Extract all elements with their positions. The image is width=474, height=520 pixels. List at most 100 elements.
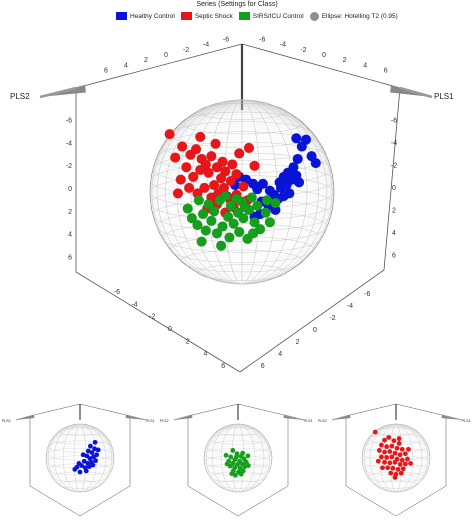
data-point: [247, 228, 259, 239]
left-tick: -4: [66, 140, 72, 147]
data-point: [211, 228, 223, 239]
data-point: [186, 212, 198, 224]
data-point: [234, 226, 245, 238]
data-point: [293, 177, 305, 188]
pls2-axis-label: PLS2: [318, 419, 327, 423]
box-edge: [237, 485, 289, 517]
left-tick: -6: [66, 117, 72, 124]
data-point: [193, 195, 205, 206]
bottom-right-tick: -2: [329, 315, 335, 322]
box-edge: [345, 403, 397, 417]
data-point: [217, 221, 228, 232]
bottom-right-tick: -6: [364, 291, 370, 298]
right-tick: -4: [391, 140, 397, 147]
box-edge: [345, 485, 397, 517]
data-point: [208, 206, 220, 217]
top-right-tick: 6: [384, 67, 388, 74]
data-point: [387, 460, 393, 466]
data-point: [224, 232, 235, 243]
sphere-outline: [45, 423, 115, 493]
data-point: [90, 462, 96, 468]
data-point: [235, 462, 240, 467]
data-point: [224, 461, 230, 467]
box-edge: [75, 43, 243, 89]
bottom-left-tick: 6: [221, 363, 225, 370]
data-point: [80, 452, 86, 458]
data-point: [195, 131, 206, 143]
data-point: [238, 471, 244, 477]
data-point: [206, 150, 217, 162]
box-edge: [187, 403, 239, 417]
main-axis-ticks: 6 4 2 0 -2 -4 -6 -6 -4 -2 0 2 4 6 -6 -4 -2 0 2 4 6 -6 -4 -2 0 2 4 6…: [66, 37, 397, 370]
sphere-latitude: [209, 433, 267, 445]
data-point: [195, 164, 206, 176]
data-point: [175, 174, 186, 185]
sphere-latitude: [170, 236, 314, 263]
data-point: [402, 461, 408, 467]
legend-item-septic-shock[interactable]: Septic Shock: [180, 12, 233, 20]
data-point: [376, 448, 382, 453]
legend-item-healthy-control[interactable]: Healthy Control: [116, 12, 175, 20]
legend-item-sirs-icu-control[interactable]: SIRS/ICU Control: [238, 12, 304, 20]
data-point: [93, 458, 98, 464]
data-point: [238, 212, 249, 224]
sphere-latitude: [162, 223, 322, 253]
sphere-longitude: [205, 423, 271, 493]
data-point: [385, 465, 391, 471]
data-point: [183, 182, 195, 194]
bottom-left-tick: 0: [168, 326, 172, 333]
sphere-latitude: [197, 264, 287, 281]
top-left-tick: 0: [164, 52, 168, 59]
pls2-axis-line: [39, 86, 77, 99]
data-point: [215, 173, 227, 184]
top-right-tick: -6: [259, 37, 265, 44]
data-point: [81, 458, 87, 464]
legend-item-ellipse[interactable]: Ellipse: Hotelling T2 (0.95): [309, 11, 398, 21]
data-point: [223, 452, 229, 458]
top-right-tick: 2: [343, 57, 347, 64]
data-point: [234, 454, 239, 460]
data-point: [379, 454, 384, 460]
sphere-latitude: [58, 480, 102, 489]
data-point: [384, 444, 390, 450]
data-point: [405, 456, 410, 462]
data-point: [310, 157, 321, 169]
data-point: [400, 466, 406, 472]
sphere-longitude: [151, 99, 333, 285]
data-point: [83, 468, 89, 474]
data-point: [225, 175, 237, 187]
data-point: [197, 208, 209, 220]
legend-label: Ellipse: Hotelling T2 (0.95): [321, 12, 398, 20]
data-point: [375, 458, 381, 464]
box-edge: [79, 485, 131, 517]
sphere-latitude: [216, 427, 260, 436]
bottom-right-tick: 6: [261, 363, 265, 370]
top-left-tick: -4: [203, 42, 209, 49]
bottom-left-tick: -2: [149, 314, 155, 321]
box-edge: [241, 43, 401, 89]
data-point: [210, 138, 221, 149]
pls1-axis-label: PLS1: [146, 419, 155, 423]
data-point: [396, 436, 402, 441]
data-point: [91, 454, 96, 460]
legend-label: Septic Shock: [194, 12, 233, 20]
data-point: [228, 454, 234, 460]
data-point: [76, 461, 82, 466]
data-point: [181, 162, 192, 173]
pls1-axis-line: [287, 415, 305, 421]
data-point: [382, 449, 387, 455]
left-tick: 2: [68, 209, 72, 216]
main-3d-scatter: 6 4 2 0 -2 -4 -6 -6 -4 -2 0 2 4 6 -6 -4 -2 0 2 4 6 -6 -4 -2 0 2 4 6…: [10, 37, 454, 373]
data-point: [382, 459, 387, 465]
sphere-longitude: [363, 423, 429, 493]
data-point: [77, 469, 83, 475]
data-point: [402, 451, 408, 457]
data-point: [237, 465, 243, 471]
data-point: [399, 457, 405, 463]
data-point: [392, 459, 398, 465]
right-tick: 6: [392, 253, 396, 260]
data-point: [238, 181, 249, 192]
top-right-tick: -4: [280, 42, 286, 49]
data-point: [379, 442, 384, 448]
